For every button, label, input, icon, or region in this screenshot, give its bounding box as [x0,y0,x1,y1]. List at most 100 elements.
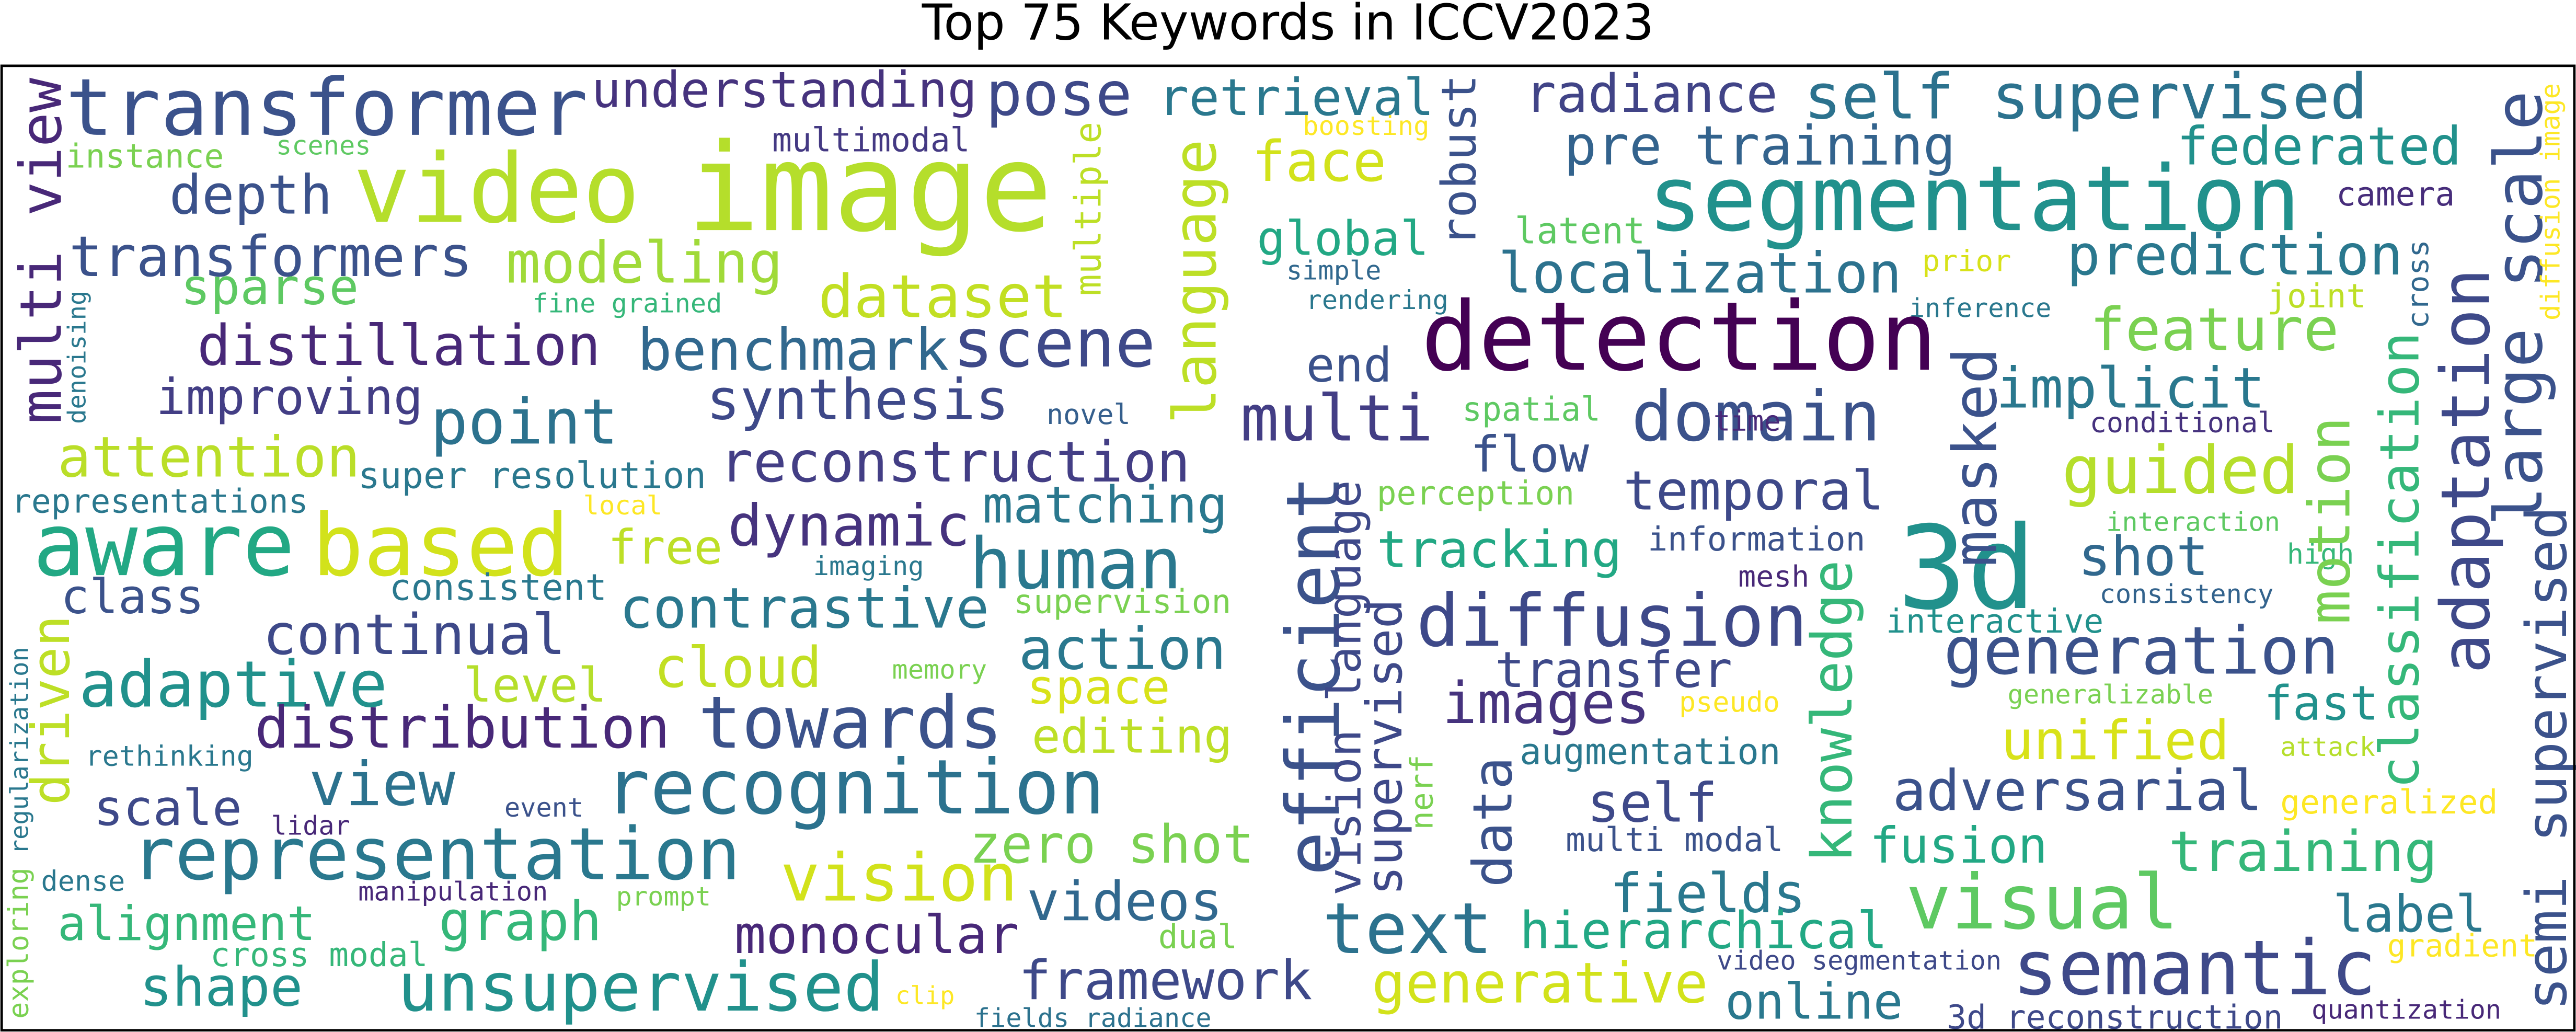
word: sparse [181,259,359,316]
word: semantic [2012,925,2376,1013]
word: framework [1019,949,1313,1012]
word: label [2333,885,2486,944]
word: knowledge [1800,560,1865,863]
word: distillation [197,314,601,379]
word: online [1725,973,1903,1031]
word: radiance [1525,63,1778,124]
word: adaptive [79,647,387,722]
word: towards [698,681,1003,765]
word: benchmark [637,316,949,383]
word: scale [94,779,242,837]
word: 3d reconstruction [1947,999,2283,1032]
word: cross [2401,239,2435,328]
word: dataset [818,262,1067,331]
word: point [430,386,618,459]
word: zero shot [969,814,1254,875]
word: adversarial [1893,759,2263,824]
word: novel [1046,398,1131,431]
word: masked [1940,347,2011,567]
word: conditional [2090,406,2275,439]
word: fields radiance [974,1002,1212,1032]
word: pre training [1564,114,1956,177]
word: aware [33,495,295,596]
word: robust [1431,74,1487,246]
word: vision [780,839,1018,916]
word: guided [2062,432,2299,509]
word: level [463,658,606,713]
word: gradient [2387,928,2538,964]
word: synthesis [706,368,1009,433]
word: images [1442,670,1650,737]
word: boosting [1303,110,1429,141]
word: supervision [1014,582,1231,621]
word: dynamic [728,492,970,559]
word: pseudo [1679,685,1780,718]
word: fine grained [532,288,722,318]
word: multiple [1068,122,1110,296]
word: generation [1944,613,2339,690]
word: memory [892,654,987,685]
word: pose [986,59,1132,130]
word: end [1306,337,1393,393]
word: joint [2267,277,2366,315]
word: event [504,792,583,823]
word: interaction [2106,506,2280,537]
word: supervised [1356,599,1413,896]
word: modeling [506,230,783,296]
word: multimodal [772,121,970,159]
word: multi [1240,381,1433,455]
word: fusion [1870,817,2048,875]
word: prompt [616,881,711,912]
word: image [687,117,1053,259]
word: detection [1421,281,1938,392]
word: generalizable [2008,679,2213,709]
word: domain [1631,376,1881,457]
word: time [1714,405,1781,438]
word: representations [12,483,308,521]
word: self [1587,772,1718,835]
word: attack [2280,731,2375,762]
word: temporal [1623,460,1884,522]
word: interactive [1886,602,2103,640]
word: editing [1032,709,1233,764]
word: transformers [69,225,473,290]
word: video [353,133,640,244]
word: semi supervised [2515,506,2576,1011]
word: unsupervised [398,948,884,1027]
word: regularization [5,647,34,854]
word: implicit [1996,357,2266,421]
word: class [61,569,204,624]
word: visual [1906,859,2179,947]
word: shot [2078,525,2209,588]
word: localization [1498,242,1902,306]
word: global [1257,211,1429,266]
word: multi view [7,77,74,424]
word: free [608,520,722,575]
word: efficient [1271,475,1356,876]
word: graph [439,890,602,953]
word: high [2287,537,2354,570]
word: video segmentation [1717,945,2002,976]
word: hierarchical [1520,901,1888,960]
word: attention [58,426,360,490]
word: tracking [1377,520,1622,579]
word: action [1019,615,1226,682]
frame [0,64,2576,1032]
word: classification [2368,332,2431,789]
word: understanding [591,61,977,119]
word: local [583,490,662,521]
word: flow [1470,426,1589,484]
word: denoising [63,291,91,424]
word: dual [1158,918,1237,956]
word: alignment [58,896,316,951]
word: quantization [2312,994,2501,1025]
word: instance [66,137,224,176]
word: mesh [1738,559,1809,594]
word: information [1648,520,1865,558]
word: rethinking [85,740,254,773]
word: prediction [2067,223,2403,288]
word: space [1027,659,1170,715]
word: rendering [1306,284,1448,315]
word: consistent [389,567,607,609]
